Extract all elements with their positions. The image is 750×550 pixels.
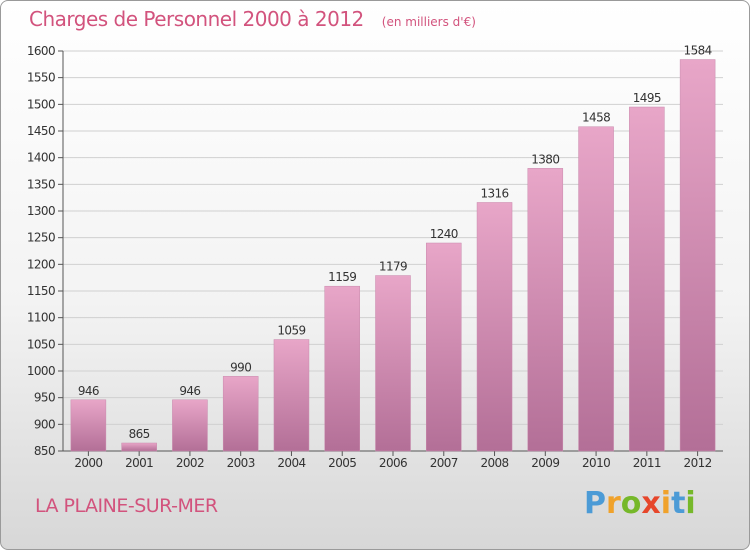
y-tick-label: 950	[34, 391, 55, 405]
bars	[70, 59, 716, 452]
title-row: Charges de Personnel 2000 à 2012 (en mill…	[29, 7, 476, 31]
brand-letter: P	[584, 486, 606, 521]
bar-2003	[222, 376, 259, 452]
x-tick-label-2004: 2004	[277, 456, 305, 470]
x-tick-label-2007: 2007	[430, 456, 458, 470]
x-tick-label-2011: 2011	[633, 456, 661, 470]
y-tick-label: 850	[34, 444, 55, 458]
bar-2001	[121, 442, 157, 452]
bar-2004	[273, 339, 310, 452]
bar-2011	[629, 106, 665, 452]
bar-2009	[527, 168, 564, 452]
data-label-2003: 990	[230, 360, 251, 374]
brand-letter: r	[606, 486, 621, 521]
brand-letter: i	[660, 486, 672, 521]
x-tick-label-2009: 2009	[531, 456, 559, 470]
data-label-2010: 1458	[582, 111, 610, 125]
y-tick-label: 1350	[27, 177, 55, 191]
y-tick-label: 1000	[27, 364, 55, 378]
brand-letter: i	[685, 486, 696, 521]
data-label-2007: 1240	[430, 227, 458, 241]
y-tick-label: 1450	[27, 124, 55, 138]
chart-title: Charges de Personnel 2000 à 2012	[29, 7, 364, 31]
brand-letter: x	[641, 486, 661, 521]
y-tick-label: 1300	[27, 204, 55, 218]
brand-letter: o	[620, 486, 642, 521]
data-label-2002: 946	[179, 384, 200, 398]
data-label-2011: 1495	[633, 91, 661, 105]
x-tick-label-2006: 2006	[379, 456, 407, 470]
bar-2006	[375, 275, 411, 452]
bar-2012	[679, 59, 716, 452]
y-tick-label: 1200	[27, 257, 55, 271]
labels: 850 900 950 1000 1050 1100 1150 1200 1250 1300 135…	[27, 44, 712, 470]
bar-2010	[578, 126, 614, 452]
y-tick-label: 1500	[27, 97, 55, 111]
data-label-2005: 1159	[328, 270, 356, 284]
data-label-2006: 1179	[379, 260, 407, 274]
x-tick-label-2012: 2012	[684, 456, 712, 470]
location-name: LA PLAINE-SUR-MER	[35, 495, 218, 517]
x-tick-label-2008: 2008	[480, 456, 508, 470]
y-tick-label: 900	[34, 417, 55, 431]
bar-2005	[324, 285, 360, 452]
brand-letter: t	[671, 486, 686, 521]
bar-2007	[426, 242, 462, 452]
x-tick-label-2005: 2005	[328, 456, 356, 470]
y-tick-label: 1550	[27, 71, 55, 85]
data-label-2008: 1316	[480, 186, 508, 200]
data-label-2001: 865	[129, 427, 150, 441]
chart-subtitle: (en milliers d'€)	[381, 15, 476, 29]
data-label-2012: 1584	[684, 44, 712, 58]
x-tick-label-2000: 2000	[74, 456, 102, 470]
bar-2008	[476, 202, 513, 452]
data-label-2000: 946	[78, 384, 99, 398]
x-tick-label-2001: 2001	[125, 456, 153, 470]
bar-2000	[70, 399, 107, 452]
data-label-2004: 1059	[277, 324, 305, 338]
y-tick-label: 1600	[27, 44, 55, 58]
y-tick-label: 1100	[27, 311, 55, 325]
x-tick-label-2003: 2003	[227, 456, 255, 470]
x-tick-label-2010: 2010	[582, 456, 610, 470]
x-tick-label-2002: 2002	[176, 456, 204, 470]
y-tick-label: 1050	[27, 337, 55, 351]
y-tick-label: 1400	[27, 151, 55, 165]
data-label-2009: 1380	[531, 152, 559, 166]
y-tick-label: 1250	[27, 231, 55, 245]
bar-2002	[172, 399, 208, 452]
brand-logo[interactable]: Proxiti	[584, 486, 696, 521]
y-tick-label: 1150	[27, 284, 55, 298]
